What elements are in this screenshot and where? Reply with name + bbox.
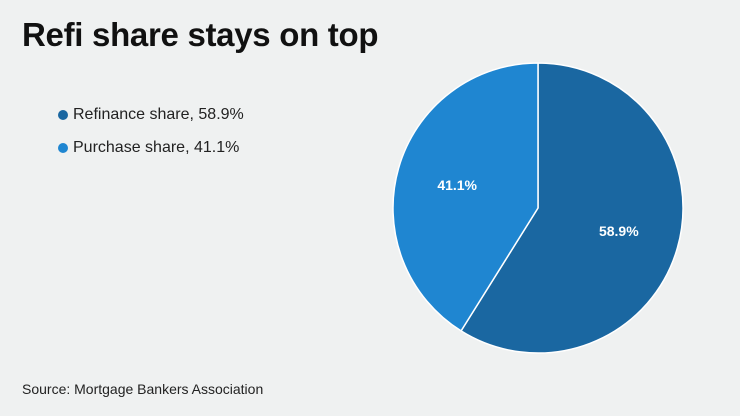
source-note: Source: Mortgage Bankers Association bbox=[22, 381, 264, 397]
legend: Refinance share, 58.9% Purchase share, 4… bbox=[58, 104, 244, 170]
chart-title: Refi share stays on top bbox=[22, 16, 379, 53]
legend-item-refinance: Refinance share, 58.9% bbox=[58, 104, 244, 126]
pie-label-purchase: 41.1% bbox=[437, 177, 477, 193]
legend-label-purchase: Purchase share, 41.1% bbox=[73, 139, 240, 156]
pie-slice-purchase bbox=[392, 62, 539, 332]
legend-swatch-purchase bbox=[58, 143, 68, 153]
pie-slice-refinance bbox=[460, 62, 684, 354]
pie-chart: 58.9% 41.1% bbox=[392, 62, 684, 354]
legend-swatch-refinance bbox=[58, 110, 68, 120]
pie-label-refinance: 58.9% bbox=[599, 223, 639, 239]
legend-item-purchase: Purchase share, 41.1% bbox=[58, 137, 244, 159]
legend-label-refinance: Refinance share, 58.9% bbox=[73, 106, 244, 123]
